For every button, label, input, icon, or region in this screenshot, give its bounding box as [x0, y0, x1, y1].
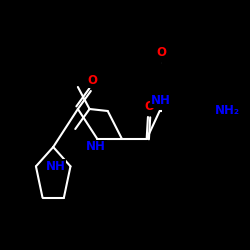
Text: O: O	[87, 74, 97, 88]
Text: O: O	[144, 100, 154, 114]
Text: NH: NH	[46, 160, 65, 173]
Text: O: O	[156, 46, 166, 60]
Text: NH: NH	[151, 94, 171, 108]
Text: NH₂: NH₂	[215, 104, 240, 118]
Text: NH: NH	[86, 140, 106, 153]
